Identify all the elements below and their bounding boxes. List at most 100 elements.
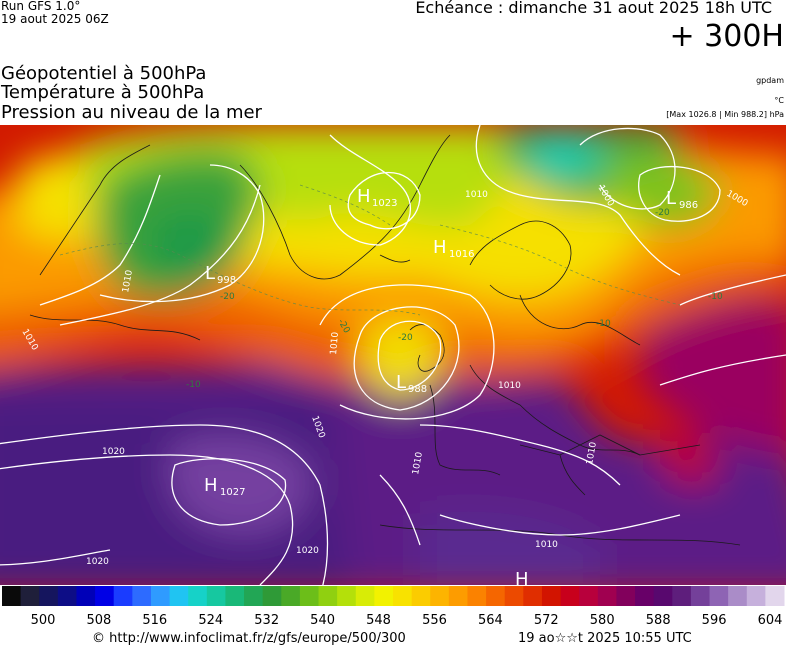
header: Run GFS 1.0° 19 aout 2025 06Z Echéance :… bbox=[0, 0, 786, 125]
colorbar-swatch bbox=[728, 586, 748, 606]
unit-gpdam: gpdam bbox=[756, 76, 784, 85]
lead-time: + 300H bbox=[669, 19, 785, 54]
isobar-label: 1010 bbox=[329, 331, 341, 355]
colorbar-swatch bbox=[244, 586, 264, 606]
colorbar-swatch bbox=[523, 586, 543, 606]
colorbar-swatch bbox=[560, 586, 580, 606]
colorbar-swatch bbox=[39, 586, 59, 606]
low-center-symbol: L bbox=[205, 263, 215, 284]
colorbar-tick-label: 540 bbox=[310, 613, 335, 628]
isotherm-label: -20 bbox=[655, 208, 670, 218]
layer-temperature: Température à 500hPa bbox=[1, 82, 205, 103]
unit-celsius: °C bbox=[774, 96, 784, 105]
colorbar-swatch bbox=[225, 586, 245, 606]
isotherm-label: -20 bbox=[398, 333, 413, 343]
colorbar-swatch bbox=[653, 586, 673, 606]
colorbar-swatch bbox=[765, 586, 785, 606]
colorbar-swatch bbox=[132, 586, 152, 606]
isotherm-label: -10 bbox=[596, 319, 611, 329]
pressure-centers: H 1023 H 1016 L 998 L 986 L 988 H 1027 H bbox=[204, 186, 698, 585]
isobar-label: 1020 bbox=[102, 447, 125, 457]
source-credit: © http://www.infoclimat.fr/z/gfs/europe/… bbox=[92, 631, 406, 646]
colorbar-swatches bbox=[2, 586, 785, 606]
colorbar-tick-label: 580 bbox=[590, 613, 615, 628]
colorbar-tick-label: 604 bbox=[758, 613, 783, 628]
colorbar-tick-label: 508 bbox=[86, 613, 111, 628]
geopotential-field bbox=[0, 125, 786, 585]
coastlines bbox=[29, 134, 741, 546]
colorbar-tick-label: 516 bbox=[142, 613, 167, 628]
isobar-label: 1010 bbox=[465, 190, 488, 200]
colorbar-swatch bbox=[690, 586, 711, 606]
colorbar-swatch bbox=[411, 586, 431, 606]
low-center-symbol: L bbox=[666, 188, 676, 209]
colorbar-swatch bbox=[2, 586, 22, 606]
colorbar-tick-label: 500 bbox=[31, 613, 56, 628]
colorbar-swatch bbox=[672, 586, 692, 606]
high-center-value: 1023 bbox=[372, 198, 397, 209]
colorbar-swatch bbox=[467, 586, 487, 606]
colorbar-tick-label: 564 bbox=[478, 613, 503, 628]
isobars bbox=[0, 125, 786, 585]
colorbar-swatch bbox=[746, 586, 766, 606]
colorbar-swatch bbox=[76, 586, 96, 606]
temperature-isotherms bbox=[59, 184, 681, 316]
colorbar-swatch bbox=[206, 586, 226, 606]
low-center-value: 986 bbox=[679, 200, 698, 211]
colorbar-swatch bbox=[20, 586, 40, 606]
colorbar-swatch bbox=[337, 586, 357, 606]
colorbar-swatch bbox=[579, 586, 599, 606]
colorbar-swatch bbox=[169, 586, 189, 606]
high-center-value: 1016 bbox=[449, 249, 474, 260]
isobar-label: 1010 bbox=[585, 441, 599, 466]
colorbar-tick-label: 556 bbox=[422, 613, 447, 628]
colorbar-swatch bbox=[150, 586, 171, 606]
isobar-label: 1010 bbox=[411, 451, 425, 476]
high-center-value: 1027 bbox=[220, 487, 245, 498]
isobar-label: 1010 bbox=[535, 540, 558, 550]
colorbar-tick-label: 548 bbox=[366, 613, 391, 628]
colorbar-swatch bbox=[635, 586, 655, 606]
colorbar-tick-label: 596 bbox=[702, 613, 727, 628]
isobar-label: 1020 bbox=[296, 546, 319, 556]
run-label: Run GFS 1.0° bbox=[1, 0, 81, 13]
high-center-symbol: H bbox=[433, 237, 447, 258]
colorbar-swatch bbox=[299, 586, 320, 606]
pressure-extremes: [Max 1026.8 | Min 988.2] hPa bbox=[666, 110, 784, 119]
colorbar-swatch bbox=[504, 586, 524, 606]
colorbar-tick-label: 572 bbox=[534, 613, 559, 628]
colorbar-swatch bbox=[113, 586, 133, 606]
colorbar-ticks: 500 508 516 524 532 540 548 556 564 572 580 588 596 6… bbox=[31, 613, 783, 628]
colorbar-swatch bbox=[393, 586, 413, 606]
colorbar-swatch bbox=[281, 586, 301, 606]
colorbar-tick-label: 524 bbox=[198, 613, 223, 628]
low-center-value: 988 bbox=[408, 384, 427, 395]
colorbar-swatch bbox=[709, 586, 729, 606]
high-center-symbol: H bbox=[515, 569, 529, 585]
colorbar: 500 508 516 524 532 540 548 556 564 572 580 588 596 6… bbox=[2, 586, 785, 628]
isotherm-label: -20 bbox=[220, 292, 235, 302]
colorbar-swatch bbox=[188, 586, 208, 606]
weather-map: H 1023 H 1016 L 998 L 986 L 988 H 1027 H… bbox=[0, 125, 786, 585]
colorbar-swatch bbox=[95, 586, 115, 606]
colorbar-swatch bbox=[355, 586, 375, 606]
isobar-label: 1010 bbox=[121, 269, 135, 294]
colorbar-swatch bbox=[486, 586, 506, 606]
high-center-symbol: H bbox=[204, 475, 218, 496]
colorbar-swatch bbox=[597, 586, 617, 606]
high-center-symbol: H bbox=[357, 186, 371, 207]
colorbar-swatch bbox=[262, 586, 282, 606]
colorbar-swatch bbox=[616, 586, 636, 606]
colorbar-swatch bbox=[57, 586, 77, 606]
isotherm-label: -10 bbox=[708, 292, 723, 302]
colorbar-swatch bbox=[318, 586, 338, 606]
isobar-label: 1010 bbox=[498, 381, 521, 391]
layer-pressure: Pression au niveau de la mer bbox=[1, 102, 262, 123]
colorbar-swatch bbox=[541, 586, 562, 606]
forecast-time: Echéance : dimanche 31 aout 2025 18h UTC bbox=[415, 0, 772, 17]
run-date: 19 aout 2025 06Z bbox=[1, 12, 109, 26]
low-center-value: 998 bbox=[217, 275, 236, 286]
colorbar-swatch bbox=[448, 586, 468, 606]
colorbar-tick-label: 588 bbox=[646, 613, 671, 628]
colorbar-tick-label: 532 bbox=[254, 613, 279, 628]
